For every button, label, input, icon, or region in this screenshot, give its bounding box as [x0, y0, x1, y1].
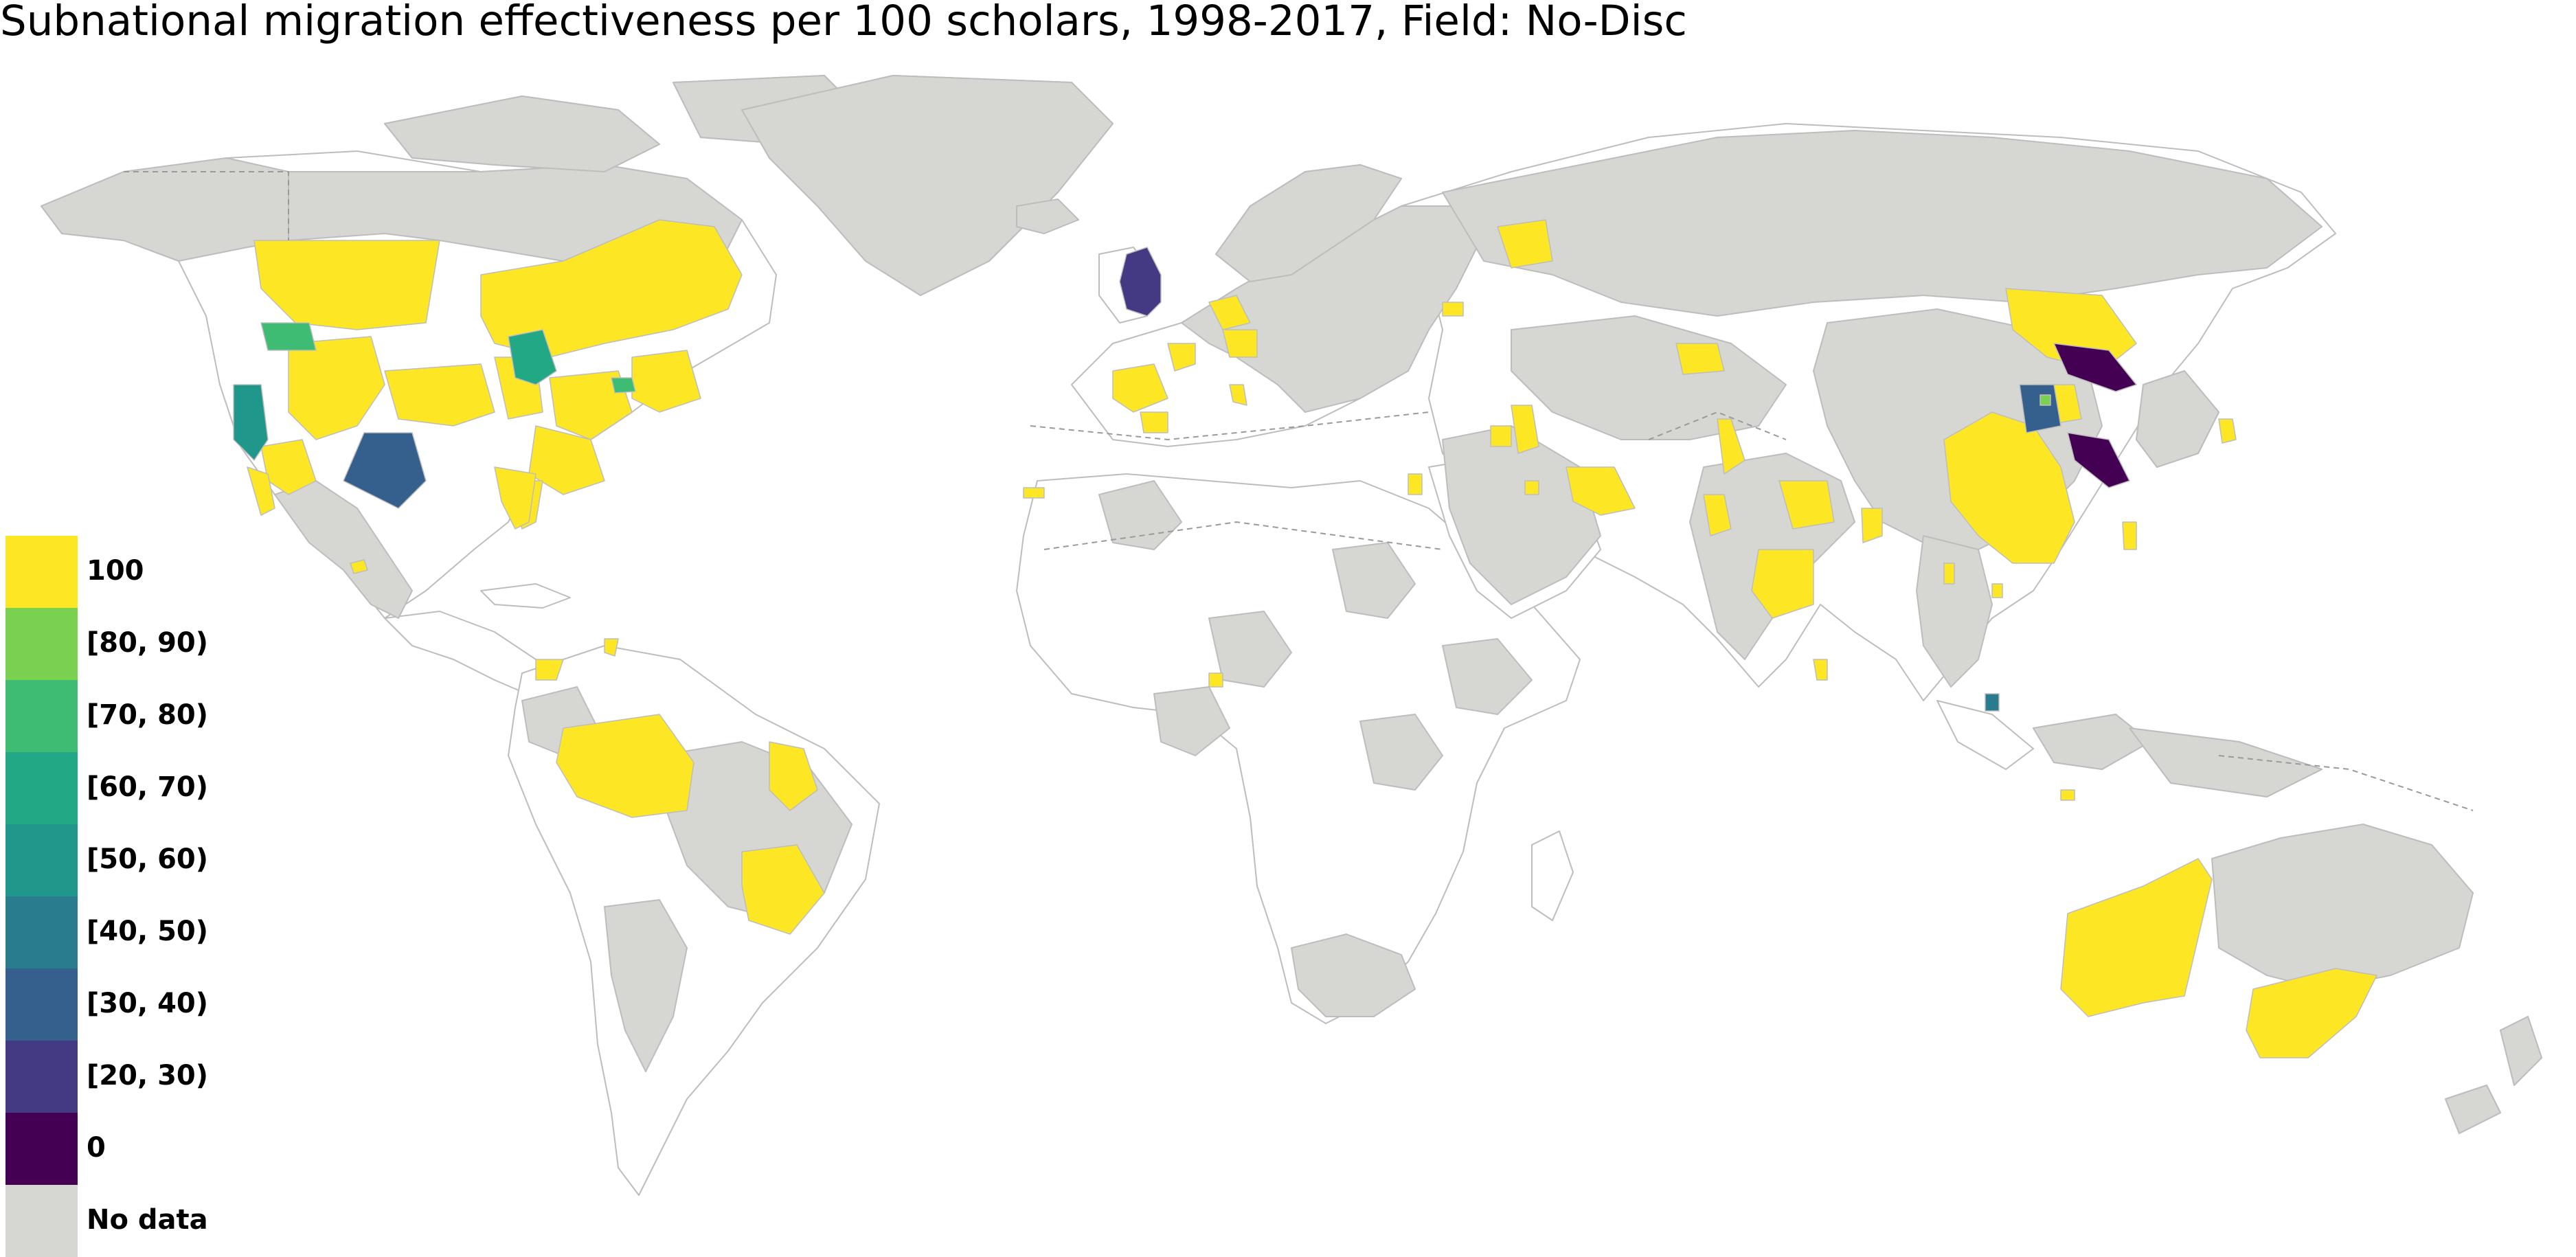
- legend-label: [30, 40): [87, 988, 209, 1019]
- legend-swatch: [5, 1041, 78, 1113]
- legend-item: [40, 50): [5, 896, 294, 969]
- region-midwest: [508, 329, 557, 385]
- legend-label: 100: [87, 555, 144, 587]
- legend-swatch: [5, 752, 78, 824]
- legend-label: [40, 50): [87, 916, 209, 947]
- legend-swatch: [5, 1113, 78, 1185]
- region-uk: [1119, 247, 1162, 317]
- map-title: Subnational migration effectiveness per …: [0, 0, 1687, 45]
- legend-label: 0: [87, 1132, 106, 1164]
- region-china-small: [2040, 394, 2051, 406]
- region-malaysia: [1985, 693, 2000, 712]
- legend-swatch: [5, 969, 78, 1041]
- legend-label: [60, 70): [87, 771, 209, 803]
- region-california: [233, 384, 269, 461]
- legend-swatch: [5, 896, 78, 969]
- legend-label: [20, 30): [87, 1060, 209, 1091]
- region-northeast: [611, 377, 636, 394]
- region-texas: [343, 432, 427, 509]
- legend-item: [70, 80): [5, 680, 294, 752]
- legend-swatch: [5, 536, 78, 608]
- legend-item: No data: [5, 1185, 294, 1257]
- legend-label: No data: [87, 1204, 208, 1236]
- region-china-east-zero: [2067, 432, 2130, 488]
- legend-label: [80, 90): [87, 627, 209, 659]
- legend-label: [70, 80): [87, 699, 209, 731]
- legend-swatch: [5, 608, 78, 680]
- legend-item: [30, 40): [5, 969, 294, 1041]
- legend-item: [60, 70): [5, 752, 294, 824]
- legend-swatch: [5, 1185, 78, 1257]
- legend-item: [80, 90): [5, 608, 294, 680]
- legend-item: [50, 60): [5, 824, 294, 896]
- region-china-mid: [2019, 384, 2061, 433]
- legend-item: 0: [5, 1113, 294, 1185]
- regions-mid-values: [233, 247, 2061, 712]
- legend-swatch: [5, 680, 78, 752]
- world-map: [41, 75, 2542, 1196]
- region-oregon: [260, 322, 317, 351]
- region-china-north-zero: [2053, 343, 2137, 392]
- legend-item: [20, 30): [5, 1041, 294, 1113]
- legend-swatch: [5, 824, 78, 896]
- regions-value-0: [2053, 343, 2137, 488]
- legend-item: 100: [5, 536, 294, 608]
- legend-label: [50, 60): [87, 843, 209, 875]
- disputed-borders: [124, 171, 2474, 811]
